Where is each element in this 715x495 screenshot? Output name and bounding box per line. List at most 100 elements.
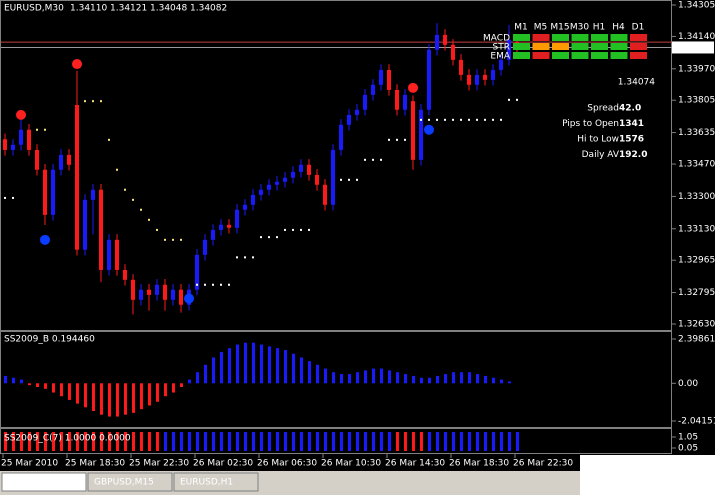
histogram-bar: [132, 383, 135, 413]
tab-label[interactable]: EURUSD,M30: [8, 478, 68, 488]
signal-bar: [28, 432, 31, 451]
tab[interactable]: [87, 472, 173, 492]
dashboard-cell: [630, 52, 647, 59]
stop-dot: [500, 118, 502, 121]
signal-bar: [156, 432, 159, 451]
candle-body: [219, 224, 223, 230]
dashboard-row-label: MACD: [483, 34, 510, 44]
stop-dot: [452, 118, 454, 121]
candle-body: [155, 284, 159, 295]
dashboard-cell: [513, 43, 530, 50]
stop-dot: [100, 100, 102, 103]
signal-bar: [492, 432, 495, 451]
signal-bar: [236, 432, 239, 451]
candle-body: [411, 101, 415, 160]
histogram-bar: [148, 383, 151, 406]
y-tick-label: 1.33970: [678, 64, 715, 74]
candle-body: [483, 74, 487, 80]
ohlc-label: 1.34110: [70, 4, 107, 14]
fractal-marker: [408, 82, 418, 93]
dashboard-cell: [591, 43, 608, 50]
candle-body: [203, 239, 207, 255]
stop-dot: [36, 128, 38, 131]
candle-body: [99, 189, 103, 270]
candle-body: [443, 34, 447, 45]
histogram-bar: [164, 383, 167, 397]
tab[interactable]: [1, 472, 87, 492]
signal-bar: [172, 432, 175, 451]
signal-bar: [252, 432, 255, 451]
signal-bar: [196, 432, 199, 451]
histogram-bar: [68, 383, 71, 400]
candle-body: [291, 171, 295, 178]
dashboard-cell: [591, 34, 608, 41]
signal-bar: [12, 432, 15, 451]
candle-body: [323, 184, 327, 205]
signal-bar: [76, 432, 79, 451]
histogram-bar: [484, 375, 487, 384]
y-tick-label: 1.32795: [678, 288, 715, 298]
histogram-bar: [212, 357, 215, 384]
signal-bar: [44, 432, 47, 451]
signal-bar: [228, 432, 231, 451]
indicator-panel: [0, 331, 672, 428]
candle-body: [283, 177, 287, 182]
x-tick-label: 25 Mar 22:30: [129, 459, 189, 469]
histogram-bar: [228, 348, 231, 384]
histogram-bar: [156, 383, 159, 402]
current-price-box: [672, 41, 714, 54]
candle-body: [507, 39, 511, 60]
stat-value: 1341: [619, 119, 644, 129]
candle-body: [267, 184, 271, 190]
stop-dot: [116, 168, 118, 171]
candle-body: [379, 69, 383, 85]
dashboard-cell: [532, 52, 550, 59]
stop-dot: [236, 256, 238, 259]
tab[interactable]: [173, 472, 259, 492]
candle-body: [235, 209, 239, 228]
dashboard-cell: [571, 43, 589, 50]
histogram-bar: [492, 377, 495, 384]
stop-dot: [268, 236, 270, 239]
signal-bar: [52, 432, 55, 451]
tab-label[interactable]: GBPUSD,M15: [94, 478, 154, 488]
signal-bar: [516, 432, 519, 451]
watermark: 618外汇网: [612, 459, 658, 471]
dashboard-cell: [571, 34, 589, 41]
stop-dot: [4, 196, 6, 199]
candle-body: [251, 194, 255, 205]
stop-dot: [164, 238, 166, 241]
candle-body: [83, 199, 87, 250]
signal-bar: [380, 432, 383, 451]
x-tick-label: 26 Mar 06:30: [257, 459, 317, 469]
signal-bar: [116, 432, 119, 451]
stat-value: 1576: [619, 135, 644, 145]
candle-body: [387, 69, 391, 90]
candle-body: [307, 164, 311, 175]
candle-body: [395, 89, 399, 110]
stop-dot: [196, 283, 198, 286]
candle-body: [107, 239, 111, 270]
histogram-bar: [476, 374, 479, 384]
dashboard-cell: [552, 43, 569, 50]
dashboard-row-label: EMA: [490, 52, 510, 62]
stop-dot: [348, 178, 350, 181]
candle-body: [43, 169, 47, 215]
dashboard-cell: [552, 34, 569, 41]
price-panel: [0, 0, 672, 331]
y-tick-label: 0.00: [678, 379, 698, 389]
signal-bar: [20, 432, 23, 451]
stop-dot: [172, 238, 174, 241]
stat-label: Hi to Low: [577, 135, 619, 145]
signal-bar: [356, 432, 359, 451]
chart-title: EURUSD,M30: [4, 4, 64, 14]
signal-bar: [124, 432, 127, 451]
histogram-bar: [356, 372, 359, 384]
signal-bar: [164, 432, 167, 451]
tab-label[interactable]: EURUSD,H1: [180, 478, 233, 488]
candle-body: [19, 129, 23, 145]
signal-bar: [276, 432, 279, 451]
signal-bar: [388, 432, 391, 451]
histogram-bar: [412, 375, 415, 384]
